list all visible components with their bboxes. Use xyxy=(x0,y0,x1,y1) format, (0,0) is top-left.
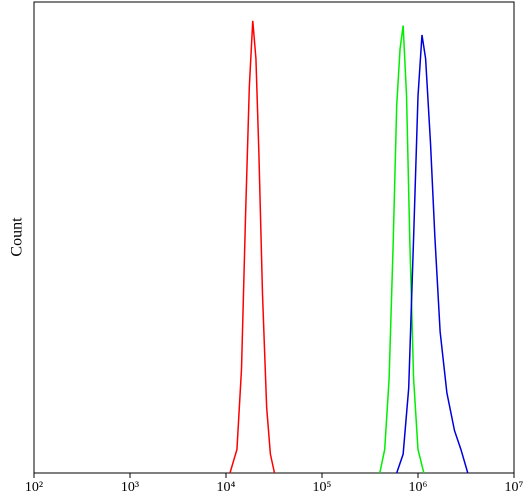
x-tick-label: 10³ xyxy=(121,480,139,495)
y-axis-label: Count xyxy=(9,217,26,257)
x-tick-label: 10⁴ xyxy=(217,480,236,495)
histogram-line xyxy=(229,20,276,474)
x-tick-label: 10⁷ xyxy=(505,480,524,495)
plot-frame xyxy=(33,1,515,474)
x-tick-label: 10⁶ xyxy=(409,480,428,495)
histogram-line xyxy=(379,25,425,474)
x-tick-label: 10² xyxy=(25,480,43,495)
histogram-line xyxy=(395,34,469,474)
x-tick-label: 10⁵ xyxy=(313,480,332,495)
